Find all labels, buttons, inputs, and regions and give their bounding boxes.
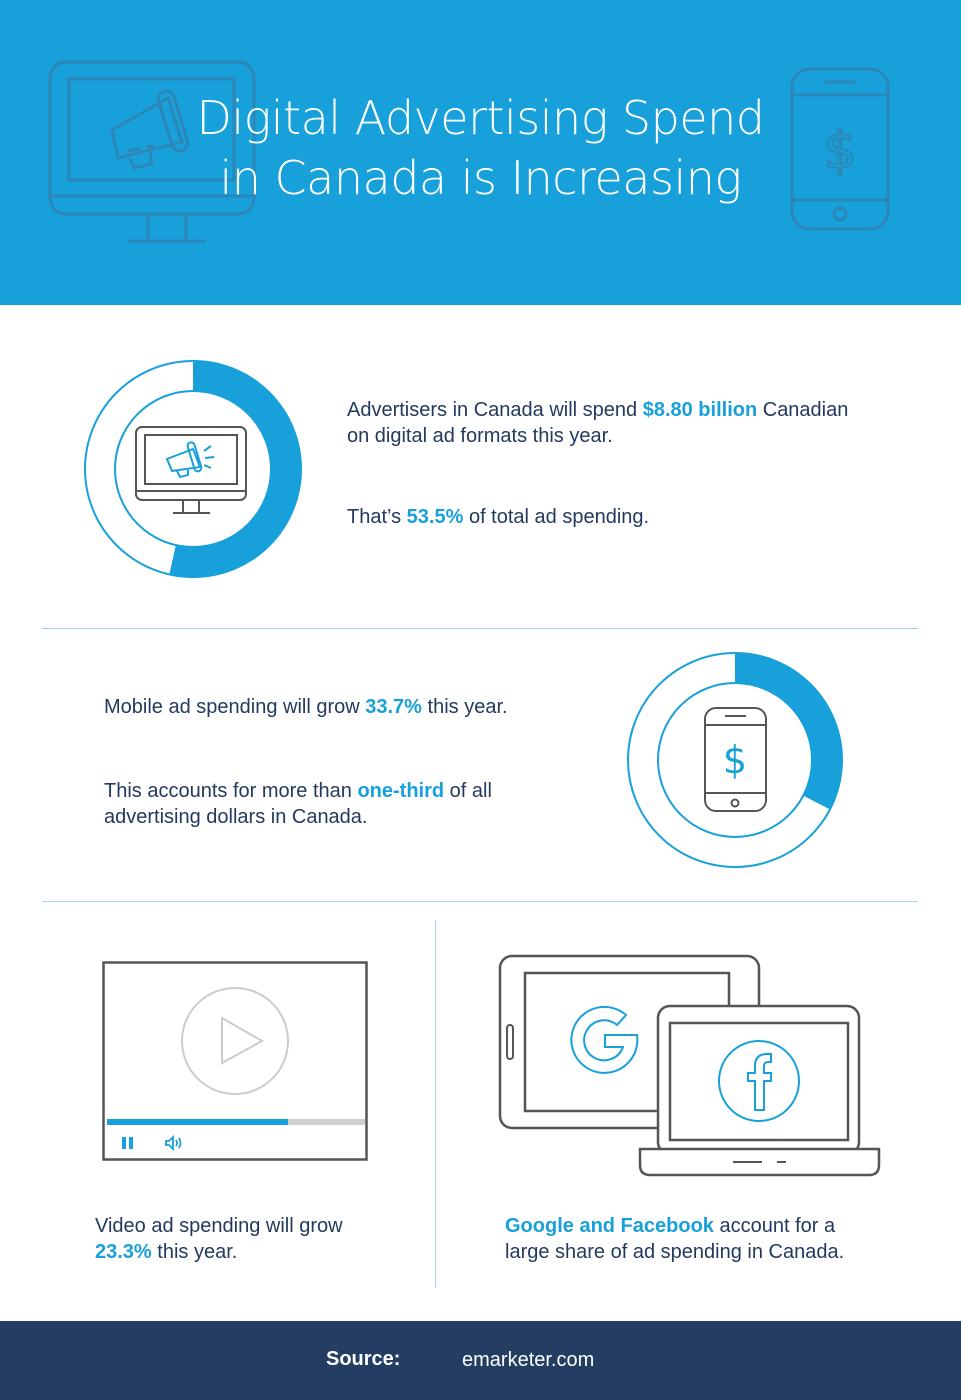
title-line-1: Digital Advertising Spend xyxy=(196,91,765,145)
mobile-share-text: This accounts for more than one-third of… xyxy=(104,778,492,830)
monitor-megaphone-icon xyxy=(48,60,256,243)
section-divider-2 xyxy=(42,901,918,902)
text-fragment: Advertisers in Canada will spend xyxy=(347,399,643,421)
spend-amount-highlight: $8.80 billion xyxy=(642,399,758,421)
mobile-growth-highlight: 33.7% xyxy=(365,696,422,718)
text-fragment: of all xyxy=(444,780,492,802)
digital-share-donut xyxy=(84,360,302,578)
platforms-share-text: Google and Facebook account for a large … xyxy=(505,1213,844,1265)
monitor-megaphone-icon xyxy=(135,426,247,514)
text-fragment: large share of ad spending in Canada. xyxy=(505,1241,845,1263)
progress-fill xyxy=(107,1119,288,1125)
header-banner: $ Digital Advertising Spend in Canada is… xyxy=(0,0,961,305)
play-circle-icon xyxy=(181,987,289,1095)
svg-text:$: $ xyxy=(823,121,856,181)
text-fragment: account for a xyxy=(713,1215,836,1237)
video-player-icon xyxy=(102,961,368,1161)
devices-illustration xyxy=(498,954,881,1177)
google-facebook-highlight: Google and Facebook xyxy=(505,1215,714,1237)
google-logo-icon xyxy=(570,1005,639,1074)
one-third-highlight: one-third xyxy=(357,780,445,802)
volume-icon xyxy=(165,1134,182,1152)
text-fragment: this year. xyxy=(151,1241,238,1263)
play-icon xyxy=(221,1016,265,1065)
mobile-share-donut: $ xyxy=(627,652,843,868)
text-fragment: advertising dollars in Canada. xyxy=(104,806,368,828)
section-divider-1 xyxy=(42,628,918,629)
mobile-growth-text: Mobile ad spending will grow 33.7% this … xyxy=(104,694,508,720)
digital-share-text: That’s 53.5% of total ad spending. xyxy=(347,504,649,530)
source-value: emarketer.com xyxy=(462,1349,595,1371)
column-divider xyxy=(435,920,436,1288)
text-fragment: on digital ad formats this year. xyxy=(347,425,613,447)
text-fragment: This accounts for more than xyxy=(104,780,358,802)
dollar-icon: $ xyxy=(723,738,747,782)
video-growth-highlight: 23.3% xyxy=(95,1241,152,1263)
megaphone-icon xyxy=(165,441,215,479)
pause-icon xyxy=(122,1137,126,1149)
digital-spend-text: Advertisers in Canada will spend $8.80 b… xyxy=(347,397,848,449)
text-fragment: Mobile ad spending will grow xyxy=(104,696,366,718)
text-fragment: this year. xyxy=(421,696,508,718)
source-footer: Source: emarketer.com xyxy=(0,1321,961,1400)
laptop-facebook-icon xyxy=(638,1004,881,1177)
source-label: Source: xyxy=(326,1348,401,1370)
smartphone-dollar-icon xyxy=(704,707,767,812)
header-background-icons: $ xyxy=(48,60,890,243)
text-fragment: Video ad spending will grow xyxy=(95,1215,343,1237)
share-percent-highlight: 53.5% xyxy=(406,506,464,528)
text-fragment: That’s xyxy=(347,506,407,528)
page-title: Digital Advertising Spend in Canada is I… xyxy=(0,88,961,208)
title-line-2: in Canada is Increasing xyxy=(219,151,743,205)
video-growth-text: Video ad spending will grow 23.3% this y… xyxy=(95,1213,343,1265)
facebook-logo-icon xyxy=(747,1053,772,1111)
facebook-circle-icon xyxy=(718,1040,800,1122)
text-fragment: Canadian xyxy=(757,399,849,421)
text-fragment: of total ad spending. xyxy=(463,506,650,528)
smartphone-dollar-icon: $ xyxy=(790,67,890,231)
